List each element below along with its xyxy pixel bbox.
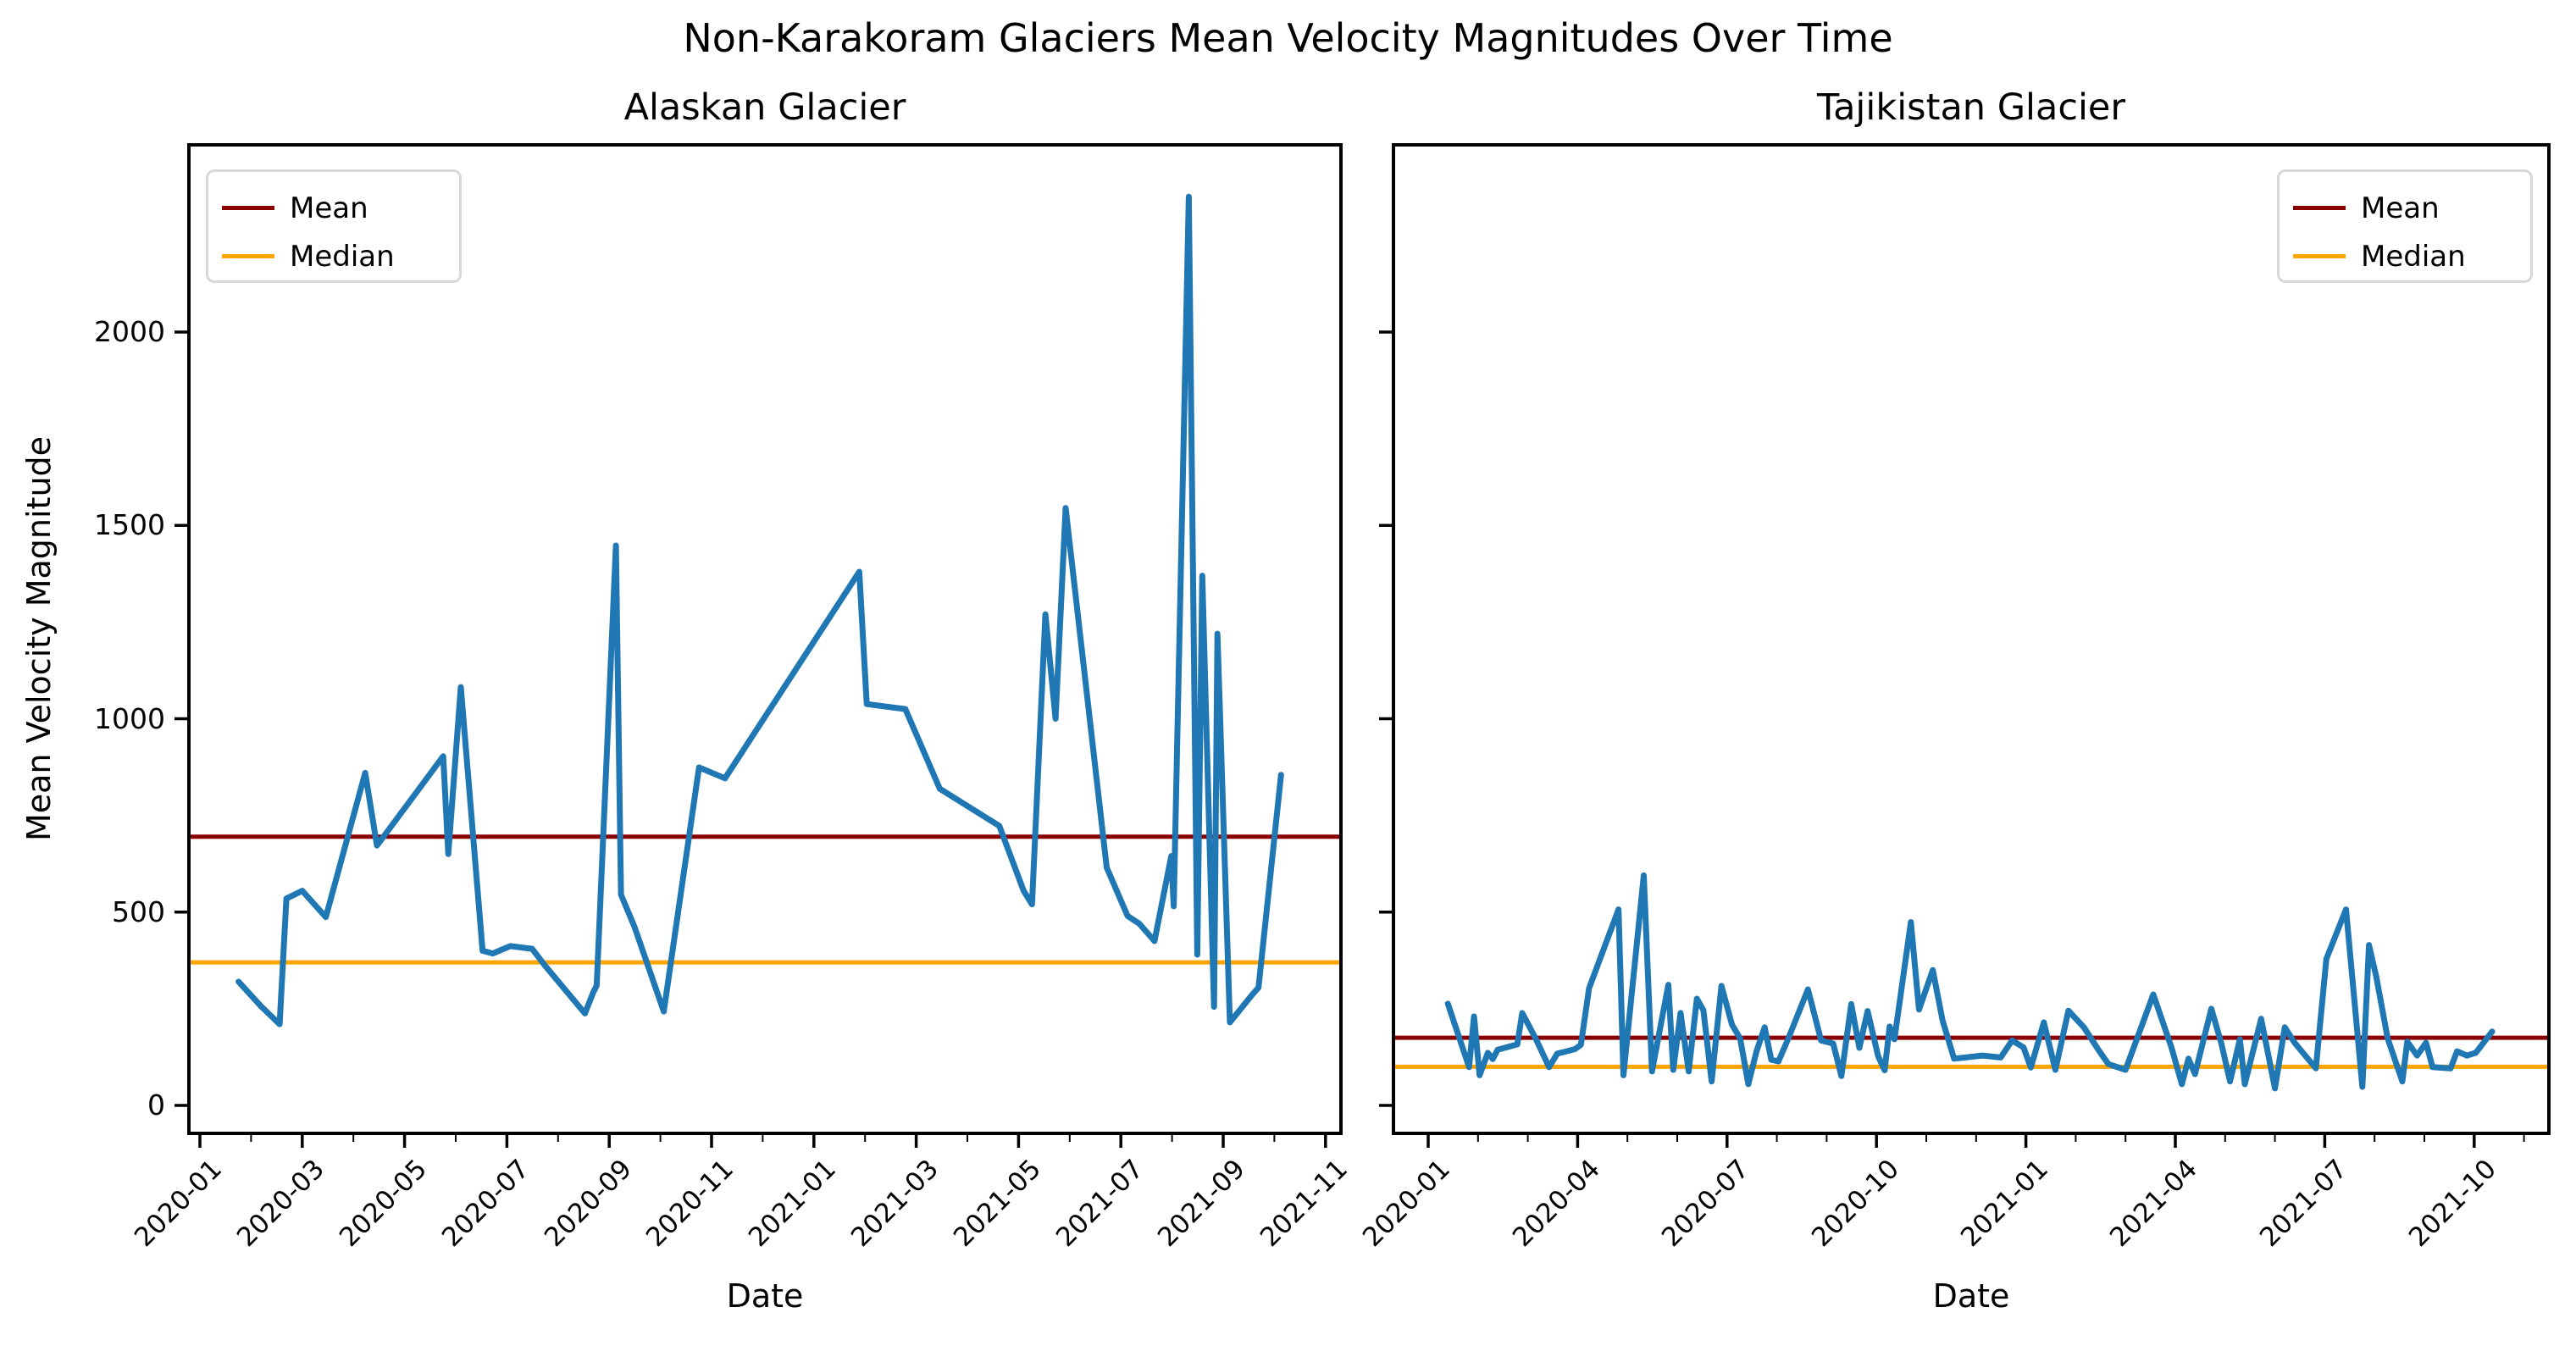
mean-line-swatch xyxy=(2293,206,2346,210)
plot-border xyxy=(1392,143,2551,1135)
legend-tajikistan: Mean Median xyxy=(2277,169,2533,283)
legend-label-mean: Mean xyxy=(2361,191,2440,225)
x-axis-label-tajikistan: Date xyxy=(1932,1277,2010,1315)
plot-area-tajikistan xyxy=(1379,143,2551,1148)
median-line-swatch xyxy=(222,254,274,258)
y-axis-label: Mean Velocity Magnitude xyxy=(20,435,58,842)
plot-area-alaskan xyxy=(175,143,1343,1148)
velocity-series-line xyxy=(235,193,1284,1027)
y-tick-label: 1500 xyxy=(94,508,165,542)
chart-title-tajikistan: Tajikistan Glacier xyxy=(1816,86,2126,129)
x-axis-label-alaskan: Date xyxy=(726,1277,804,1315)
chart-title-alaskan: Alaskan Glacier xyxy=(623,86,906,129)
legend-label-median: Median xyxy=(290,239,395,274)
alaskan-chart-svg xyxy=(175,143,1343,1148)
velocity-series-line xyxy=(1444,872,2496,1092)
legend-item-mean: Mean xyxy=(222,184,459,232)
figure-title: Non-Karakoram Glaciers Mean Velocity Mag… xyxy=(683,15,1893,61)
y-tick-label: 500 xyxy=(112,895,165,928)
median-line-swatch xyxy=(2293,254,2346,258)
legend-label-median: Median xyxy=(2361,239,2466,274)
legend-item-median: Median xyxy=(222,232,459,280)
y-tick-label: 1000 xyxy=(94,701,165,735)
legend-label-mean: Mean xyxy=(290,191,368,225)
y-tick-label: 0 xyxy=(147,1088,165,1122)
y-tick-label: 2000 xyxy=(94,315,165,348)
legend-alaskan: Mean Median xyxy=(206,169,462,283)
legend-item-median: Median xyxy=(2293,232,2530,280)
plot-border xyxy=(187,143,1343,1135)
tajikistan-chart-svg xyxy=(1379,143,2551,1148)
legend-item-mean: Mean xyxy=(2293,184,2530,232)
mean-line-swatch xyxy=(222,206,274,210)
